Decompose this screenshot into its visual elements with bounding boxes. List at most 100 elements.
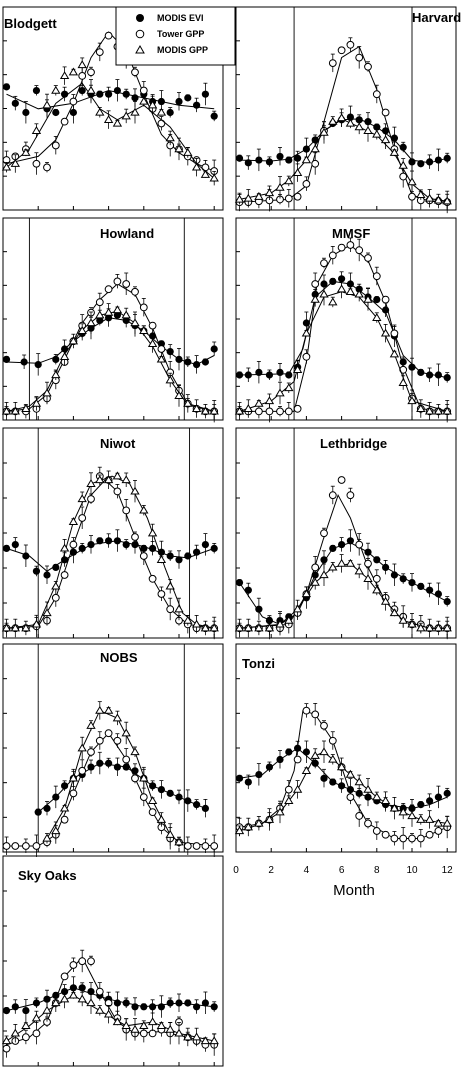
data-point-modis-evi (175, 999, 183, 1007)
data-point-tower-gpp (78, 72, 87, 80)
data-point-modis-gpp (234, 623, 245, 632)
panel-title: Harvard (412, 10, 461, 25)
data-point-modis-gpp (275, 388, 285, 397)
data-point-modis-gpp (139, 505, 149, 514)
data-point-modis-gpp (292, 784, 303, 793)
data-point-modis-gpp (336, 558, 347, 567)
data-point-modis-gpp (1, 1036, 12, 1045)
data-point-tower-gpp (21, 1033, 30, 1042)
data-point-modis-evi (408, 579, 416, 587)
data-point-modis-evi (193, 548, 201, 556)
data-point-modis-gpp (328, 754, 338, 763)
data-point-modis-evi (175, 793, 183, 801)
data-point-modis-evi (122, 90, 130, 98)
x-tick-label: 2 (268, 865, 274, 876)
data-point-modis-gpp (174, 837, 184, 846)
data-point-modis-gpp (86, 85, 96, 94)
data-point-modis-gpp (42, 608, 52, 617)
panel-frame (2, 217, 224, 421)
data-point-modis-gpp (319, 289, 329, 298)
panel-tonzi: Tonzi (234, 643, 457, 853)
data-point-modis-evi (255, 368, 263, 376)
data-point-modis-gpp (328, 116, 338, 125)
data-point-modis-evi (11, 1003, 19, 1011)
data-point-modis-gpp (354, 289, 364, 298)
data-point-tower-gpp (87, 748, 95, 756)
data-point-modis-gpp (243, 822, 253, 831)
data-point-modis-evi (32, 86, 41, 95)
data-point-modis-gpp (354, 777, 364, 786)
data-point-modis-gpp (10, 623, 20, 632)
data-point-tower-gpp (311, 280, 320, 288)
data-point-modis-gpp (200, 169, 211, 178)
data-point-modis-gpp (42, 388, 52, 397)
data-point-tower-gpp (372, 272, 381, 281)
data-point-tower-gpp (51, 141, 60, 150)
data-point-modis-gpp (424, 193, 435, 202)
fit-curve (239, 747, 448, 809)
data-point-tower-gpp (95, 298, 104, 307)
data-point-modis-gpp (380, 328, 391, 337)
fit-curve (6, 479, 215, 629)
data-point-modis-evi (11, 99, 19, 107)
data-point-tower-gpp (210, 842, 219, 850)
data-point-modis-evi (346, 113, 354, 121)
data-point-modis-evi (390, 571, 398, 579)
data-point-tower-gpp (311, 710, 320, 719)
data-point-modis-gpp (59, 543, 70, 552)
data-point-modis-gpp (234, 406, 245, 415)
data-point-modis-gpp (165, 829, 175, 838)
data-point-modis-gpp (183, 147, 193, 156)
data-point-modis-gpp (77, 494, 87, 503)
data-point-modis-gpp (254, 623, 264, 632)
data-point-modis-gpp (328, 297, 338, 306)
x-tick-label: 10 (406, 865, 418, 876)
data-point-modis-gpp (345, 118, 356, 127)
data-point-modis-gpp (363, 294, 373, 303)
x-axis: 0 2 4 6 8 10 12 Month (233, 865, 453, 899)
data-point-modis-gpp (1, 162, 12, 171)
data-point-modis-gpp (191, 162, 202, 171)
x-tick-label: 8 (374, 865, 380, 876)
data-point-modis-evi (201, 541, 209, 549)
data-point-modis-gpp (319, 747, 329, 756)
data-point-modis-gpp (336, 762, 347, 771)
data-point-modis-gpp (200, 406, 211, 415)
data-point-modis-gpp (284, 383, 294, 392)
data-point-modis-gpp (292, 168, 303, 177)
data-point-modis-evi (373, 296, 381, 304)
data-point-modis-gpp (156, 555, 167, 563)
panel-title: Blodgett (4, 16, 57, 31)
data-point-tower-gpp (131, 533, 139, 541)
data-point-modis-evi (434, 793, 442, 801)
data-point-tower-gpp (32, 842, 41, 850)
data-point-tower-gpp (139, 793, 148, 802)
data-point-tower-gpp (69, 961, 78, 969)
data-point-modis-gpp (301, 328, 312, 337)
data-point-modis-gpp (416, 814, 426, 823)
data-point-modis-gpp (112, 713, 123, 722)
data-point-modis-gpp (86, 479, 96, 487)
data-point-modis-gpp (121, 475, 131, 484)
data-point-tower-gpp (381, 830, 390, 839)
data-point-modis-gpp (77, 326, 87, 334)
data-point-modis-gpp (243, 193, 253, 202)
data-point-modis-evi (166, 348, 174, 356)
data-point-tower-gpp (302, 352, 311, 361)
data-point-modis-evi (426, 158, 434, 166)
x-tick-label: 0 (233, 865, 239, 876)
data-point-modis-gpp (310, 294, 320, 303)
data-point-modis-evi (285, 371, 293, 379)
legend-label: MODIS GPP (157, 45, 208, 55)
data-point-tower-gpp (390, 834, 399, 843)
data-point-modis-evi (113, 537, 121, 545)
data-point-modis-gpp (31, 126, 42, 134)
data-point-tower-gpp (302, 179, 311, 188)
data-point-modis-gpp (121, 1021, 131, 1029)
data-point-modis-gpp (95, 1005, 105, 1014)
data-point-modis-evi (244, 159, 252, 167)
data-point-modis-gpp (345, 287, 356, 295)
data-point-tower-gpp (32, 159, 41, 168)
data-point-modis-evi (355, 789, 363, 797)
data-point-tower-gpp (95, 48, 104, 57)
